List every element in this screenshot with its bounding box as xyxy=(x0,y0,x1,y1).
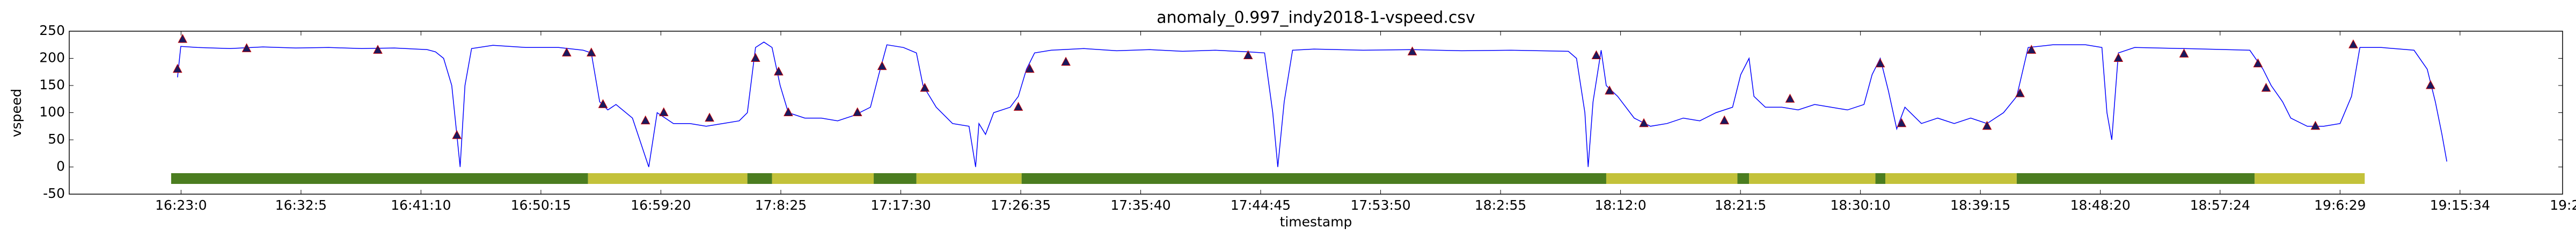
anomaly-marker xyxy=(587,47,596,56)
x-tick-label: 18:21:5 xyxy=(1715,197,1766,213)
x-tick-label: 18:12:0 xyxy=(1594,197,1646,213)
anomaly-marker xyxy=(2426,80,2435,89)
anomaly-marker xyxy=(1875,58,1885,68)
anomaly-marker xyxy=(1719,115,1730,125)
x-tick-label: 16:50:15 xyxy=(511,197,571,213)
anomaly-marker xyxy=(2015,88,2025,97)
anomaly-marker xyxy=(241,43,252,52)
anomaly-marker xyxy=(1639,118,1649,127)
x-tick-label: 17:53:50 xyxy=(1350,197,1410,213)
x-tick-label: 17:17:30 xyxy=(870,197,931,213)
status-segment xyxy=(1875,173,1886,184)
anomaly-marker xyxy=(598,99,608,108)
x-tick-label: 19:6:29 xyxy=(2314,197,2366,213)
status-segment xyxy=(588,173,748,184)
x-tick-label: 19:15:34 xyxy=(2430,197,2490,213)
anomaly-marker xyxy=(1013,102,1023,111)
anomaly-marker xyxy=(784,107,793,116)
x-axis-label: timestamp xyxy=(1280,214,1352,230)
plot-frame xyxy=(69,31,2563,195)
anomaly-marker xyxy=(2179,48,2189,58)
anomaly-marker xyxy=(750,53,760,62)
x-tick-label: 18:2:55 xyxy=(1475,197,1526,213)
x-tick-label: 16:32:5 xyxy=(275,197,327,213)
status-segment xyxy=(747,173,772,184)
anomaly-marker xyxy=(1243,50,1253,59)
anomaly-marker xyxy=(1407,46,1417,55)
anomaly-marker xyxy=(373,45,383,54)
y-axis-label: vspeed xyxy=(9,89,24,137)
y-tick-label: 50 xyxy=(48,131,65,147)
anomaly-marker xyxy=(1591,50,1601,59)
anomaly-marker xyxy=(562,47,572,56)
anomaly-marker xyxy=(774,66,784,76)
anomaly-marker xyxy=(178,34,188,43)
y-tick-label: 0 xyxy=(56,159,65,174)
x-tick-label: 18:30:10 xyxy=(1831,197,1891,213)
x-tick-label: 18:48:20 xyxy=(2070,197,2131,213)
y-tick-label: 100 xyxy=(39,104,65,120)
status-segment xyxy=(916,173,1022,184)
y-tick-label: 150 xyxy=(39,77,65,92)
anomaly-marker xyxy=(877,61,887,70)
anomaly-marker xyxy=(2253,58,2263,68)
chart-title: anomaly_0.997_indy2018-1-vspeed.csv xyxy=(1157,9,1475,27)
y-tick-label: -50 xyxy=(43,186,65,201)
status-segment xyxy=(171,173,588,184)
anomaly-marker xyxy=(1605,86,1614,95)
status-segment xyxy=(2016,173,2255,184)
anomaly-marker xyxy=(2348,39,2358,48)
anomaly-marker xyxy=(452,130,462,139)
anomaly-marker xyxy=(1061,56,1071,66)
x-tick-label: 17:26:35 xyxy=(991,197,1051,213)
anomaly-marker xyxy=(1982,120,1992,130)
status-segment xyxy=(772,173,874,184)
anomaly-marker xyxy=(920,82,930,92)
x-tick-label: 16:59:20 xyxy=(631,197,691,213)
x-tick-label: 17:8:25 xyxy=(755,197,807,213)
anomaly-marker xyxy=(2113,53,2124,62)
x-tick-label: 16:41:10 xyxy=(391,197,451,213)
y-tick-label: 200 xyxy=(39,50,65,66)
x-tick-label: 18:57:24 xyxy=(2190,197,2250,213)
anomaly-marker xyxy=(640,115,650,125)
anomaly-marker xyxy=(1897,118,1907,127)
status-segment xyxy=(2255,173,2365,184)
anomaly-marker xyxy=(172,63,182,73)
status-segment xyxy=(1749,173,1876,184)
x-tick-label: 17:44:45 xyxy=(1231,197,1291,213)
anomaly-marker xyxy=(658,107,669,116)
anomaly-marker xyxy=(2310,120,2321,130)
status-segment xyxy=(1885,173,2017,184)
anomaly-marker xyxy=(705,112,714,122)
x-tick-label: 17:35:40 xyxy=(1110,197,1170,213)
anomaly-marker xyxy=(2026,45,2037,54)
anomaly-marker xyxy=(2261,82,2271,92)
anomaly-marker xyxy=(1785,94,1795,103)
anomaly-marker xyxy=(1024,63,1035,73)
y-tick-label: 250 xyxy=(39,23,65,38)
status-segment xyxy=(1606,173,1738,184)
x-tick-label: 18:39:15 xyxy=(1950,197,2010,213)
status-segment xyxy=(1737,173,1750,184)
x-tick-label: 16:23:0 xyxy=(155,197,207,213)
anomaly-marker xyxy=(852,107,862,116)
status-segment xyxy=(874,173,917,184)
status-segment xyxy=(1021,173,1606,184)
data-line xyxy=(177,41,2448,167)
x-tick-label: 19:24:39 xyxy=(2550,197,2576,213)
